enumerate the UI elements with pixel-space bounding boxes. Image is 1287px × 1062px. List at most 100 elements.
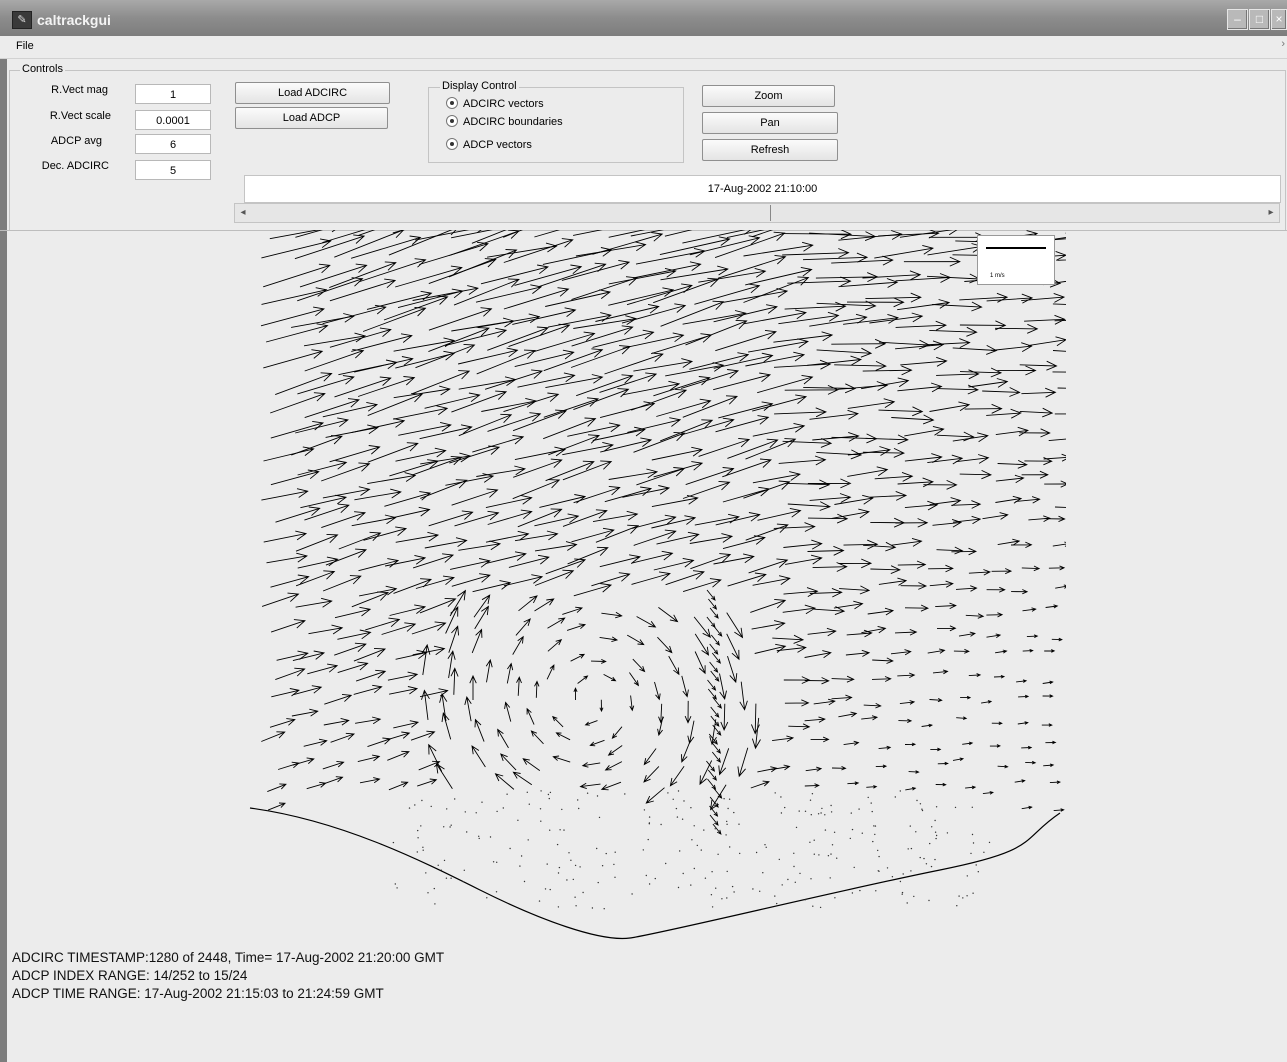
- velocity-arrow: [715, 329, 777, 352]
- velocity-arrow: [600, 781, 622, 791]
- vector-plot[interactable]: [240, 230, 1066, 942]
- velocity-arrow: [632, 658, 646, 673]
- velocity-arrow: [538, 262, 607, 288]
- velocity-arrow: [631, 550, 674, 564]
- field-label-vect-mag: R.Vect mag: [51, 84, 108, 96]
- vect-scale-input[interactable]: 0.0001: [135, 110, 211, 130]
- grid-node-dot: [910, 847, 913, 850]
- velocity-arrow: [600, 437, 653, 453]
- velocity-arrow: [334, 642, 367, 656]
- slider-right-arrow-icon[interactable]: ▸: [1268, 207, 1274, 218]
- velocity-arrow: [959, 367, 1003, 378]
- velocity-arrow: [807, 478, 852, 489]
- velocity-arrow: [895, 320, 947, 331]
- dec-adcirc-input[interactable]: 5: [135, 160, 211, 180]
- slider-left-arrow-icon[interactable]: ◂: [240, 207, 246, 218]
- window-title: caltrackgui: [37, 12, 111, 28]
- pan-button[interactable]: Pan: [702, 112, 838, 134]
- refresh-button[interactable]: Refresh: [702, 139, 838, 161]
- velocity-arrow: [863, 541, 897, 552]
- velocity-arrow: [710, 784, 727, 811]
- velocity-arrow: [277, 761, 300, 770]
- maximize-icon[interactable]: □: [1249, 9, 1270, 30]
- radio-adcirc-boundaries[interactable]: ADCIRC boundaries: [446, 115, 563, 128]
- velocity-arrow: [658, 703, 664, 724]
- velocity-arrow: [1021, 470, 1049, 479]
- title-bar[interactable]: ✎ caltrackgui – □ ×: [0, 0, 1287, 36]
- velocity-arrow: [476, 349, 537, 375]
- velocity-arrow: [653, 461, 704, 478]
- velocity-arrow: [782, 248, 850, 258]
- grid-node-dot: [935, 837, 937, 840]
- adcp-avg-input[interactable]: 6: [135, 134, 211, 154]
- radio-adcp-vectors[interactable]: ADCP vectors: [446, 138, 532, 151]
- velocity-arrow: [589, 739, 605, 747]
- grid-node-dot: [829, 877, 831, 879]
- velocity-arrow: [608, 230, 646, 238]
- velocity-arrow: [487, 412, 542, 432]
- velocity-arrow: [807, 513, 849, 524]
- grid-node-dot: [582, 891, 584, 894]
- velocity-arrow: [846, 297, 905, 308]
- velocity-arrow: [905, 786, 917, 791]
- velocity-arrow: [325, 548, 368, 566]
- load-adcp-button[interactable]: Load ADCP: [235, 107, 388, 129]
- velocity-arrow: [534, 598, 555, 612]
- minimize-icon[interactable]: –: [1227, 9, 1248, 30]
- velocity-arrow: [754, 643, 787, 654]
- velocity-arrow: [726, 612, 744, 639]
- grid-node-dot: [561, 808, 563, 811]
- time-slider[interactable]: ◂ ▸: [234, 203, 1280, 223]
- grid-node-dot: [874, 825, 877, 827]
- menu-file[interactable]: File: [16, 40, 34, 52]
- velocity-arrow: [698, 267, 767, 283]
- velocity-arrow: [846, 629, 873, 638]
- grid-node-dot: [527, 839, 529, 841]
- radio-adcirc-vectors[interactable]: ADCIRC vectors: [446, 97, 544, 110]
- status-line-3: ADCP TIME RANGE: 17-Aug-2002 21:15:03 to…: [12, 986, 384, 1001]
- grid-node-dot: [414, 804, 416, 806]
- grid-node-dot: [559, 829, 561, 831]
- velocity-arrow: [428, 327, 490, 353]
- velocity-arrow: [660, 300, 725, 327]
- velocity-arrow: [633, 431, 686, 453]
- velocity-arrow: [329, 261, 397, 289]
- grid-node-dot: [489, 836, 492, 838]
- velocity-arrow: [480, 264, 549, 285]
- velocity-arrow: [718, 748, 730, 776]
- velocity-arrow: [899, 230, 958, 238]
- velocity-arrow: [293, 685, 323, 696]
- grid-node-dot: [970, 852, 972, 855]
- vect-mag-input[interactable]: 1: [135, 84, 211, 104]
- velocity-arrow: [878, 745, 892, 750]
- velocity-arrow: [297, 556, 339, 569]
- velocity-arrow: [428, 307, 493, 331]
- velocity-arrow: [421, 689, 430, 720]
- velocity-arrow: [387, 750, 410, 761]
- velocity-arrow: [953, 648, 970, 654]
- grid-node-dot: [824, 814, 826, 816]
- velocity-arrow: [297, 277, 364, 302]
- velocity-arrow: [643, 748, 657, 766]
- velocity-arrow: [657, 636, 673, 654]
- grid-node-dot: [764, 844, 766, 846]
- velocity-arrow: [936, 431, 975, 442]
- grid-node-dot: [667, 792, 669, 794]
- velocity-arrow: [412, 553, 455, 569]
- velocity-arrow: [815, 272, 879, 283]
- velocity-arrow: [965, 613, 985, 619]
- grid-node-dot: [528, 803, 530, 805]
- velocity-arrow: [599, 372, 658, 393]
- velocity-arrow: [812, 431, 860, 442]
- grid-node-dot: [834, 897, 836, 899]
- load-adcirc-button[interactable]: Load ADCIRC: [235, 82, 390, 104]
- velocity-arrow: [513, 458, 563, 478]
- slider-thumb[interactable]: [770, 205, 785, 221]
- close-icon[interactable]: ×: [1271, 9, 1287, 30]
- grid-node-dot: [654, 877, 656, 880]
- velocity-arrow: [633, 261, 702, 279]
- velocity-arrow: [358, 258, 427, 283]
- velocity-arrow: [900, 356, 948, 367]
- zoom-button[interactable]: Zoom: [702, 85, 835, 107]
- velocity-arrow: [322, 760, 345, 770]
